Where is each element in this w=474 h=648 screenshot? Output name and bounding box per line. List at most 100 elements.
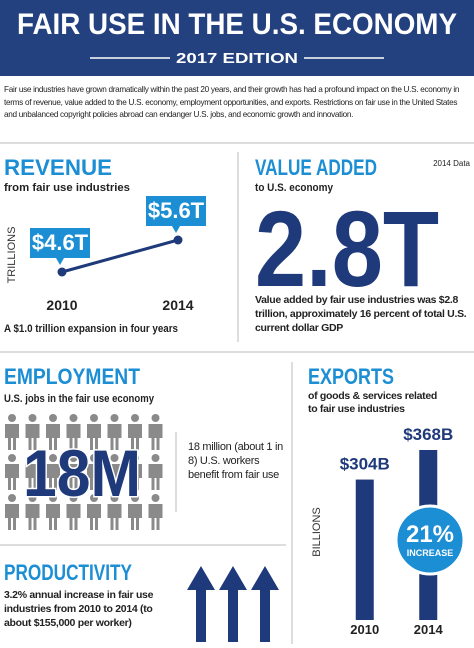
body (66, 464, 81, 490)
person-icon (46, 494, 60, 530)
person-icon (66, 414, 81, 450)
body (87, 504, 101, 530)
head (110, 454, 119, 462)
head (131, 414, 139, 422)
x-tick-label: 2014 (414, 622, 444, 637)
person-icon (87, 454, 101, 490)
body (148, 464, 163, 490)
body (128, 464, 142, 490)
person-icon (66, 454, 81, 490)
head (90, 494, 98, 502)
section-subtitle: to U.S. economy (255, 182, 334, 194)
body (107, 504, 122, 530)
person-icon (148, 454, 163, 490)
caption: Value added by fair use industries was $… (255, 294, 467, 334)
head (131, 494, 139, 502)
body (148, 504, 163, 530)
person-icon (66, 494, 81, 530)
person-icon (107, 454, 122, 490)
head (110, 414, 119, 422)
person-icon (128, 414, 142, 450)
arrow (219, 566, 247, 642)
head (49, 414, 57, 422)
big-figure: 18M (23, 436, 141, 510)
person-icon (107, 494, 122, 530)
head (28, 414, 37, 422)
person-icon (148, 494, 163, 530)
section-title: EMPLOYMENT (4, 364, 140, 389)
value-label: $368B (403, 425, 453, 444)
body (25, 464, 40, 490)
section-subtitle: of goods & services related to fair use … (308, 390, 438, 415)
section-title: REVENUE (4, 155, 112, 180)
body (5, 424, 19, 450)
caption: 3.2% annual increase in fair use industr… (4, 589, 154, 629)
person-icon (107, 414, 122, 450)
head (8, 414, 16, 422)
people-icons (5, 414, 163, 530)
data-point (57, 267, 67, 277)
badge-label: INCREASE (407, 548, 454, 558)
body (128, 504, 142, 530)
x-tick-label: 2010 (46, 297, 77, 313)
head (8, 454, 16, 462)
body (66, 424, 81, 450)
head (131, 454, 139, 462)
head (69, 494, 78, 502)
caption: A $1.0 trillion expansion in four years (4, 323, 178, 335)
person-icon (128, 494, 142, 530)
head (151, 494, 160, 502)
section-subtitle: from fair use industries (4, 182, 130, 194)
body (128, 424, 142, 450)
head (28, 454, 37, 462)
x-tick-label: 2014 (162, 297, 193, 313)
head (8, 494, 16, 502)
head (28, 494, 37, 502)
value-label-pointer (56, 258, 64, 265)
body (87, 424, 101, 450)
badge-value: 21% (406, 521, 454, 548)
body (46, 424, 60, 450)
body (148, 424, 163, 450)
body (25, 504, 40, 530)
section-title: VALUE ADDED (255, 155, 377, 180)
value-label-box (146, 196, 206, 226)
badge (394, 504, 466, 576)
body (87, 464, 101, 490)
value-label-pointer (172, 226, 180, 233)
body (25, 424, 40, 450)
section-title: PRODUCTIVITY (4, 560, 132, 585)
body (46, 464, 60, 490)
body (5, 464, 19, 490)
person-icon (5, 494, 19, 530)
person-icon (25, 454, 40, 490)
big-figure: 2.8T (255, 188, 439, 309)
value-label: $304B (340, 455, 390, 474)
data-line (61, 238, 179, 274)
head (49, 494, 57, 502)
person-icon (148, 414, 163, 450)
value-label-box (30, 228, 90, 258)
person-icon (5, 414, 19, 450)
caption: 18 million (about 1 in 8) U.S. workers b… (188, 441, 283, 481)
subtitle: 2017 EDITION (176, 50, 298, 67)
value-label: $4.6T (32, 230, 89, 255)
header-band (0, 0, 474, 76)
head (90, 454, 98, 462)
head (69, 414, 78, 422)
person-icon (25, 414, 40, 450)
arrow (251, 566, 279, 642)
person-icon (46, 454, 60, 490)
body (66, 504, 81, 530)
body (107, 424, 122, 450)
head (90, 414, 98, 422)
head (110, 494, 119, 502)
body (46, 504, 60, 530)
section-title: EXPORTS (308, 364, 394, 389)
data-point (173, 235, 183, 245)
person-icon (25, 494, 40, 530)
growth-arrows (187, 566, 279, 642)
x-tick-label: 2010 (350, 622, 379, 637)
arrow (187, 566, 215, 642)
